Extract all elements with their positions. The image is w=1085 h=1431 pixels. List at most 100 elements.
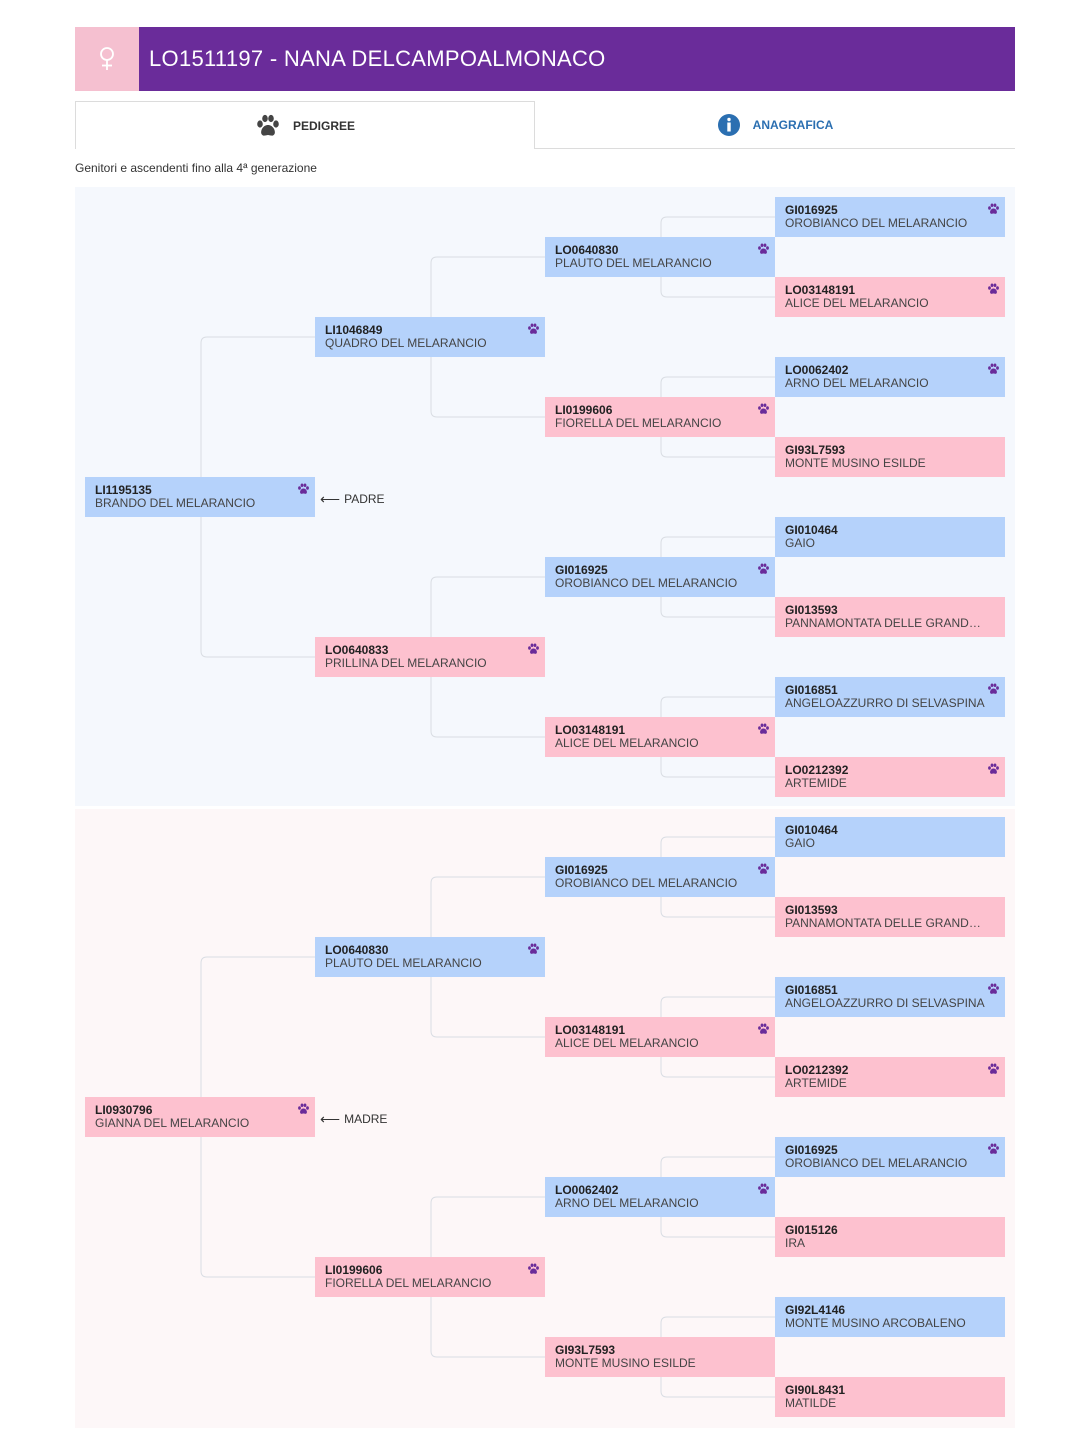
node-name: ARNO DEL MELARANCIO [555,1197,699,1210]
node-name: GAIO [785,837,816,850]
pedigree-node[interactable]: LO0640830 PLAUTO DEL MELARANCIO [315,937,545,977]
paw-icon[interactable] [757,1023,770,1035]
paw-icon[interactable] [757,563,770,575]
pedigree-node[interactable]: LO0062402 ARNO DEL MELARANCIO [545,1177,775,1217]
paw-icon[interactable] [987,1143,1000,1155]
tab-divider [534,148,1015,149]
node-registration: LI0199606 [555,403,613,417]
pedigree-node[interactable]: GI015126 IRA [775,1217,1005,1257]
paw-icon[interactable] [527,643,540,655]
pedigree-node[interactable]: GI010464 GAIO [775,817,1005,857]
paw-icon[interactable] [527,943,540,955]
node-name: QUADRO DEL MELARANCIO [325,337,487,350]
paw-icon[interactable] [527,323,540,335]
paw-icon[interactable] [987,203,1000,215]
pedigree-node[interactable]: LI0930796 GIANNA DEL MELARANCIO [85,1097,315,1137]
tab-bar: PEDIGREE ANAGRAFICA [75,101,1015,149]
pedigree-node[interactable]: GI92L4146 MONTE MUSINO ARCOBALENO [775,1297,1005,1337]
pedigree-node[interactable]: GI016925 OROBIANCO DEL MELARANCIO [545,857,775,897]
pedigree-node[interactable]: LI0199606 FIORELLA DEL MELARANCIO [545,397,775,437]
pedigree-node[interactable]: GI93L7593 MONTE MUSINO ESILDE [775,437,1005,477]
node-registration: GI90L8431 [785,1383,846,1397]
node-name: ALICE DEL MELARANCIO [555,737,699,750]
node-registration: LO0640830 [325,943,389,957]
paw-icon[interactable] [757,243,770,255]
paw-icon[interactable] [527,1263,540,1275]
paw-icon[interactable] [987,683,1000,695]
pedigree-node[interactable]: LO03148191 ALICE DEL MELARANCIO [545,1017,775,1057]
pedigree-node[interactable]: GI013593 PANNAMONTATA DELLE GRANDES MU... [775,597,1005,637]
node-name: PANNAMONTATA DELLE GRANDES MU... [785,617,995,630]
pedigree-node[interactable]: LI1046849 QUADRO DEL MELARANCIO [315,317,545,357]
node-registration: GI013593 [785,903,838,917]
paw-icon[interactable] [757,403,770,415]
paw-icon[interactable] [297,1103,310,1115]
node-name: GAIO [785,537,816,550]
pedigree-subtitle: Genitori e ascendenti fino alla 4ª gener… [75,161,317,175]
pedigree-node[interactable]: LO0212392 ARTEMIDE [775,1057,1005,1097]
node-registration: LO03148191 [785,283,856,297]
pedigree-node[interactable]: LO0062402 ARNO DEL MELARANCIO [775,357,1005,397]
paw-icon[interactable] [987,1063,1000,1075]
paw-icon[interactable] [757,863,770,875]
pedigree-node[interactable]: LI0199606 FIORELLA DEL MELARANCIO [315,1257,545,1297]
arrow-left-icon: ⟵ [320,1111,341,1127]
pedigree-node[interactable]: GI93L7593 MONTE MUSINO ESILDE [545,1337,775,1377]
arrow-left-icon: ⟵ [320,491,341,507]
page-title: LO1511197 - NANA DELCAMPOALMONACO [149,46,606,71]
node-name: ALICE DEL MELARANCIO [555,1037,699,1050]
madre-text: MADRE [344,1112,388,1126]
node-name: MATILDE [785,1397,837,1410]
node-registration: GI016851 [785,683,838,697]
page-header: LO1511197 - NANA DELCAMPOALMONACO [75,27,1015,91]
pedigree-node[interactable]: LO0212392 ARTEMIDE [775,757,1005,797]
node-name: PRILLINA DEL MELARANCIO [325,657,487,670]
padre-text: PADRE [344,492,385,506]
node-registration: GI015126 [785,1223,838,1237]
node-registration: LO0062402 [555,1183,619,1197]
node-registration: GI016925 [555,563,608,577]
node-registration: GI93L7593 [785,443,846,457]
pedigree-node[interactable]: GI016851 ANGELOAZZURRO DI SELVASPINA [775,677,1005,717]
paw-icon[interactable] [297,483,310,495]
pedigree-node[interactable]: GI016925 OROBIANCO DEL MELARANCIO [775,1137,1005,1177]
paw-icon[interactable] [757,1183,770,1195]
paw-icon [255,114,281,138]
pedigree-node[interactable]: LI1195135 BRANDO DEL MELARANCIO [85,477,315,517]
pedigree-node[interactable]: LO03148191 ALICE DEL MELARANCIO [545,717,775,757]
pedigree-node[interactable]: LO0640833 PRILLINA DEL MELARANCIO [315,637,545,677]
paw-icon[interactable] [757,723,770,735]
pedigree-node[interactable]: GI013593 PANNAMONTATA DELLE GRANDES MU... [775,897,1005,937]
paw-icon[interactable] [987,763,1000,775]
paw-icon[interactable] [987,983,1000,995]
tab-anagrafica[interactable]: ANAGRAFICA [535,101,1015,148]
node-registration: LO0212392 [785,1063,849,1077]
node-name: OROBIANCO DEL MELARANCIO [785,217,968,230]
pedigree-node[interactable]: GI010464 GAIO [775,517,1005,557]
pedigree-node[interactable]: GI016851 ANGELOAZZURRO DI SELVASPINA [775,977,1005,1017]
node-name: ALICE DEL MELARANCIO [785,297,929,310]
node-name: ARTEMIDE [785,777,847,790]
node-registration: LO0212392 [785,763,849,777]
node-name: OROBIANCO DEL MELARANCIO [555,577,738,590]
node-name: MONTE MUSINO ARCOBALENO [785,1317,966,1330]
tab-pedigree[interactable]: PEDIGREE [75,101,535,149]
node-registration: LI0199606 [325,1263,383,1277]
pedigree-node[interactable]: LO0640830 PLAUTO DEL MELARANCIO [545,237,775,277]
node-registration: LO0640830 [555,243,619,257]
paw-icon[interactable] [987,283,1000,295]
node-registration: GI016925 [785,1143,838,1157]
pedigree-node[interactable]: GI016925 OROBIANCO DEL MELARANCIO [545,557,775,597]
pedigree-node[interactable]: LO03148191 ALICE DEL MELARANCIO [775,277,1005,317]
node-registration: GI016925 [555,863,608,877]
info-icon [717,113,741,137]
tab-pedigree-label: PEDIGREE [292,118,355,133]
node-name: IRA [785,1237,806,1250]
node-name: FIORELLA DEL MELARANCIO [555,417,722,430]
paw-icon[interactable] [987,363,1000,375]
node-name: PANNAMONTATA DELLE GRANDES MU... [785,917,995,930]
pedigree-node[interactable]: GI90L8431 MATILDE [775,1377,1005,1417]
node-registration: GI93L7593 [555,1343,616,1357]
pedigree-node[interactable]: GI016925 OROBIANCO DEL MELARANCIO [775,197,1005,237]
madre-label: ⟵ MADRE [320,1112,387,1126]
